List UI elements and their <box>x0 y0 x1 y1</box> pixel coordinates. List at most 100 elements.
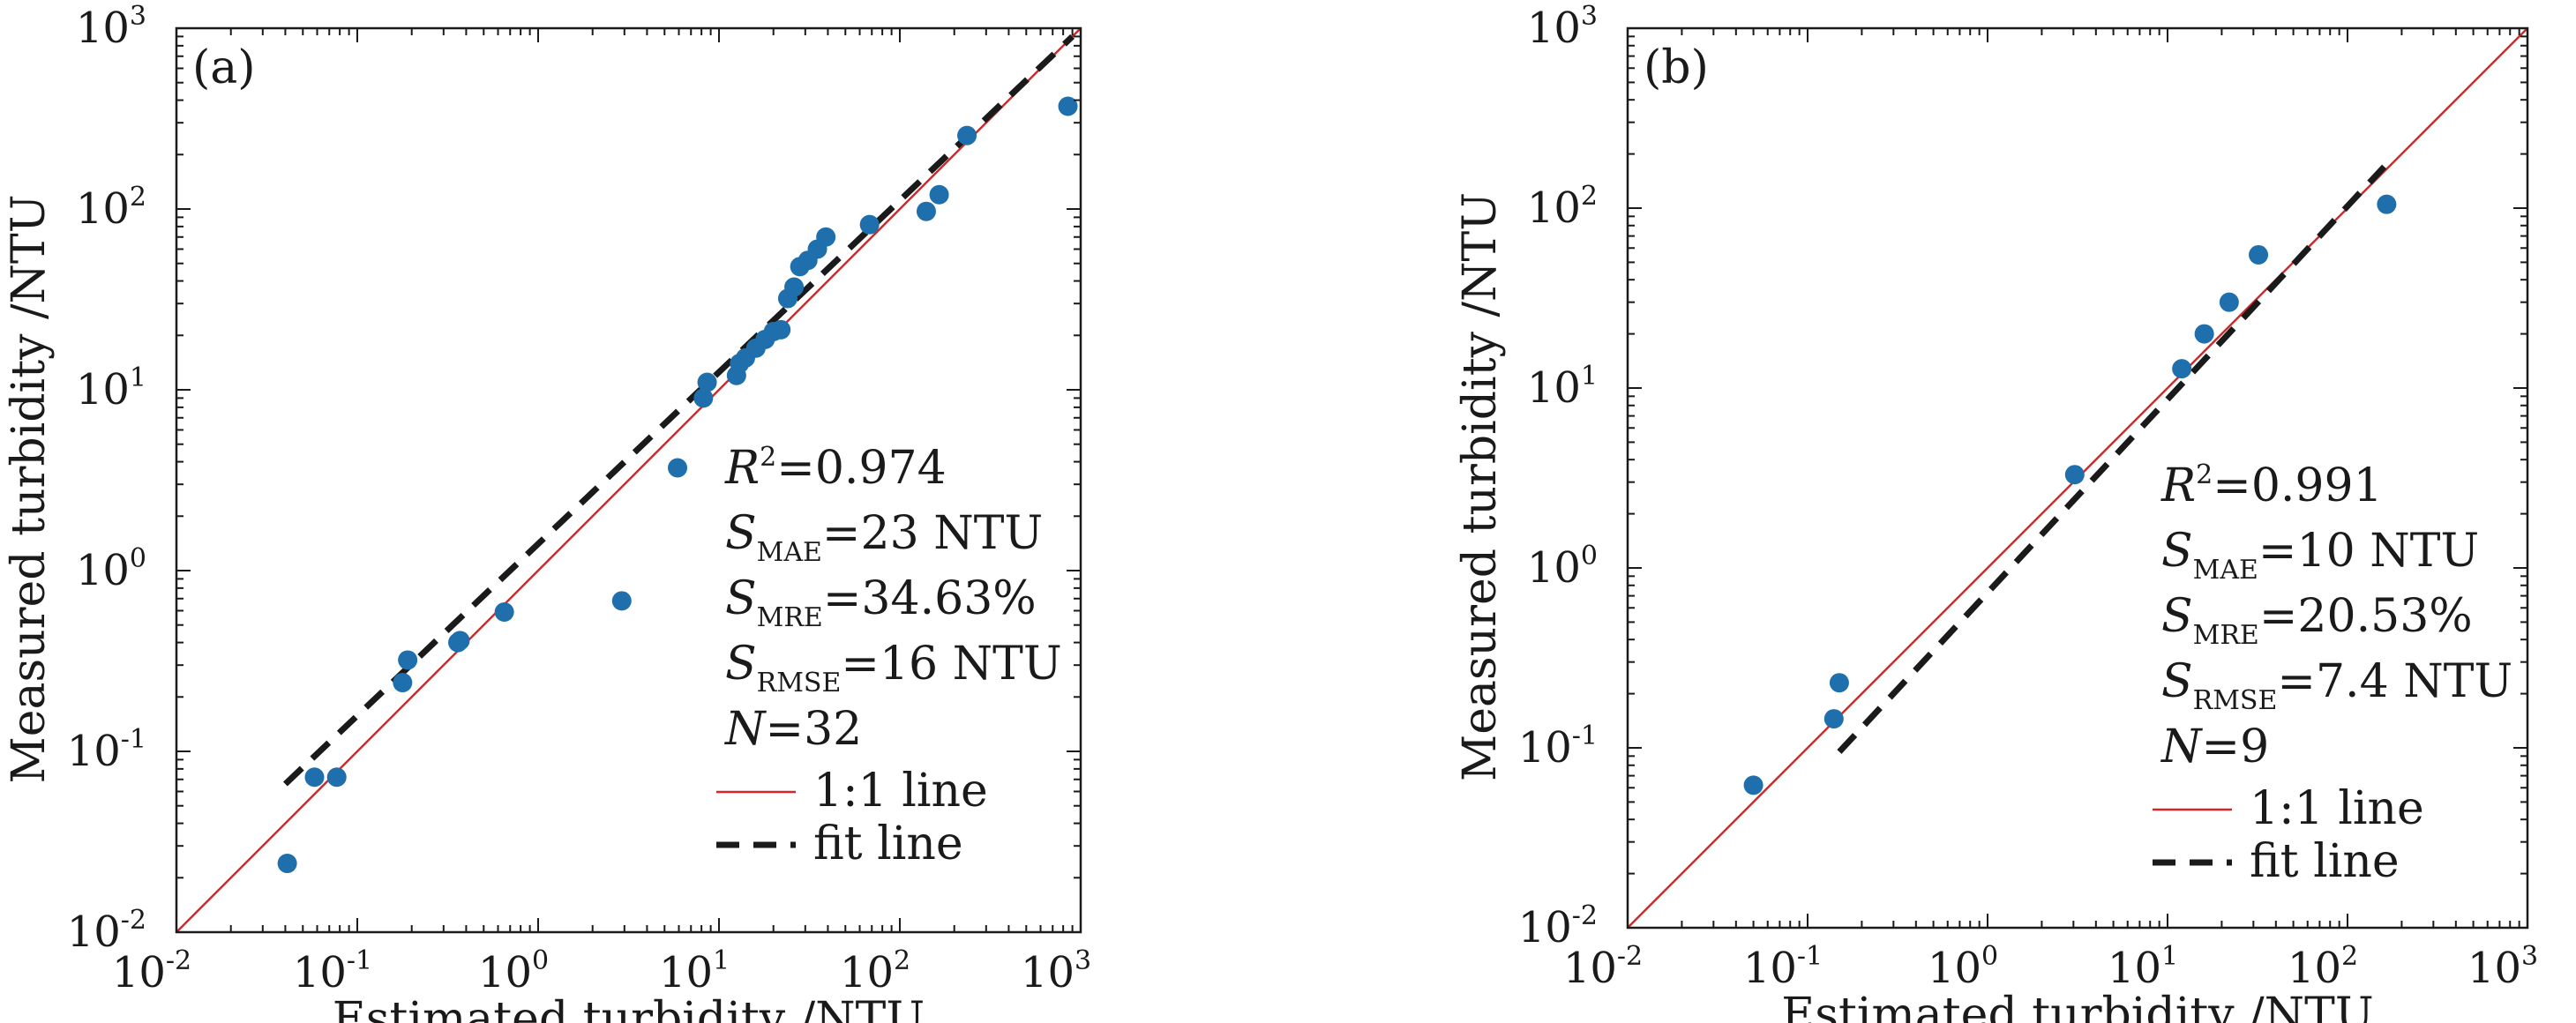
panel-b-legend-one-to-one-label: 1:1 line <box>2250 782 2424 835</box>
panel-a-data-point-8 <box>494 601 514 622</box>
panel-a-stat-value: =16 NTU <box>841 638 1061 691</box>
panel-a-y-tick-label: 101 <box>76 362 146 414</box>
panel-b-x-tick-base: 10 <box>2467 944 2521 993</box>
panel-a-stat-subscript: MRE <box>757 602 823 633</box>
panel-a-stat-n: N=32 <box>723 703 862 756</box>
panel-b-x-tick-label: 100 <box>1928 941 1998 993</box>
panel-a-stat-mre: SMRE=34.63% <box>725 572 1037 633</box>
panel-a-stat-symbol: S <box>725 638 757 691</box>
panel-b-data-point-4 <box>2064 465 2085 485</box>
panel-a-stat-value: =23 NTU <box>822 507 1043 560</box>
panel-b-stat-symbol: S <box>2161 525 2193 578</box>
panel-a-x-axis-title: Estimated turbidity /NTU <box>333 993 925 1023</box>
panel-b-x-tick-exponent: -1 <box>1797 941 1823 972</box>
panel-b-y-tick-exponent: 0 <box>1581 541 1598 571</box>
panel-a-x-tick-exponent: -2 <box>166 945 191 976</box>
panel-a-y-axis-title: Measured turbidity /NTU <box>3 194 56 783</box>
panel-a-data-point-28 <box>929 184 949 205</box>
panel-b-fit-line <box>1837 164 2387 754</box>
panel-a-stat-superscript: 2 <box>760 442 776 473</box>
panel-a-y-tick-exponent: -2 <box>121 905 146 936</box>
panel-b-x-tick-base: 10 <box>1563 944 1617 993</box>
panel-a-data-point-12 <box>697 372 717 392</box>
panel-a-legend-one-to-one-label: 1:1 line <box>813 765 988 818</box>
panel-b-y-tick-exponent: 2 <box>1581 181 1598 212</box>
panel-b-stat-value: =20.53% <box>2259 590 2473 643</box>
panel-b-x-tick-exponent: 3 <box>2521 941 2538 972</box>
panel-b-data-point-7 <box>2219 292 2239 312</box>
panel-a-y-tick-label: 10-1 <box>67 724 146 776</box>
panel-b-stat-value: =9 <box>2202 721 2270 773</box>
panel-a-data-point-10 <box>668 458 688 478</box>
panel-a-y-tick-base: 10 <box>76 365 130 414</box>
panel-a-data-point-19 <box>771 319 791 340</box>
panel-a-y-tick-label: 103 <box>76 1 146 53</box>
panel-a-fit-line <box>283 34 1075 787</box>
panel-b-y-tick-base: 10 <box>1527 4 1581 53</box>
panel-b-x-tick-label: 102 <box>2288 941 2358 993</box>
panel-b-y-tick-exponent: 3 <box>1581 1 1598 32</box>
panel-b-stat-subscript: MRE <box>2193 620 2259 651</box>
panel-a-y-tick-exponent: 2 <box>130 182 146 213</box>
panel-a-x-tick-label: 103 <box>1021 945 1091 997</box>
panel-b-x-tick-base: 10 <box>2108 944 2161 993</box>
panel-a-panel-label: (a) <box>192 41 256 94</box>
panel-a-data-point-30 <box>1058 96 1078 116</box>
panel-a-legend-fit-label: fit line <box>813 818 963 870</box>
panel-a-one-to-one-line <box>176 27 1082 933</box>
panel-a-y-tick-base: 10 <box>76 546 130 595</box>
panel-b-y-tick-label: 102 <box>1527 181 1598 233</box>
panel-a-x-tick-label: 100 <box>478 945 549 997</box>
panel-a-y-tick-exponent: 3 <box>130 1 146 32</box>
panel-a-y-tick-label: 102 <box>76 182 146 234</box>
panel-a-x-tick-exponent: 1 <box>713 945 730 976</box>
panel-b-data-point-5 <box>2172 359 2192 379</box>
panel-b-stat-superscript: 2 <box>2196 459 2213 490</box>
panel-b-x-tick-exponent: 0 <box>1981 941 1998 972</box>
panel-b-y-tick-label: 100 <box>1527 541 1598 593</box>
panel-a-stat-symbol: S <box>725 572 757 625</box>
panel-a-stat-subscript: RMSE <box>757 668 842 698</box>
panel-a-stat-value: =34.63% <box>823 572 1037 625</box>
panel-a-data-point-4 <box>393 673 413 693</box>
panel-b-y-tick-exponent: -2 <box>1572 900 1598 931</box>
panel-a-y-tick-label: 100 <box>76 543 146 595</box>
panel-b-x-tick-label: 103 <box>2467 941 2538 993</box>
panel-b-x-tick-exponent: 2 <box>2341 941 2358 972</box>
panel-a-data-point-27 <box>916 201 936 221</box>
panel-b-stat-symbol: R <box>2160 459 2196 512</box>
panel-b-y-tick-exponent: 1 <box>1581 361 1598 392</box>
panel-a-x-tick-exponent: 3 <box>1075 945 1091 976</box>
panel-b-x-tick-base: 10 <box>2288 944 2341 993</box>
panel-a-y-tick-base: 10 <box>67 727 121 776</box>
panel-b-y-tick-label: 10-1 <box>1518 721 1598 773</box>
panel-b-x-tick-base: 10 <box>1928 944 1981 993</box>
panel-b-stat-subscript: RMSE <box>2193 685 2278 716</box>
panel-a-x-tick-label: 101 <box>659 945 730 997</box>
panel-b-stat-r2: R2=0.991 <box>2160 459 2383 512</box>
panel-a-x-tick-base: 10 <box>659 948 713 997</box>
panel-a-stat-symbol: S <box>725 507 757 560</box>
panel-b-panel-label: (b) <box>1644 41 1709 94</box>
panel-b-y-tick-base: 10 <box>1527 543 1581 593</box>
panel-a-stat-symbol: R <box>724 442 760 495</box>
panel-b-y-tick-label: 103 <box>1527 1 1598 53</box>
panel-a-data-point-7 <box>450 631 470 651</box>
panel-b-y-tick-label: 101 <box>1527 361 1598 413</box>
panel-b-stat-subscript: MAE <box>2193 555 2258 586</box>
panel-a-x-tick-base: 10 <box>1021 948 1075 997</box>
panel-a-x-tick-exponent: 2 <box>894 945 910 976</box>
panel-a-y-tick-base: 10 <box>76 184 130 234</box>
panel-a-data-point-3 <box>326 767 347 788</box>
panel-a-stat-value: =0.974 <box>776 442 946 495</box>
panel-b-y-tick-base: 10 <box>1527 363 1581 413</box>
panel-a-data-point-26 <box>859 214 880 235</box>
panel-a-x-tick-exponent: 0 <box>532 945 549 976</box>
panel-a-y-tick-exponent: 0 <box>130 543 146 574</box>
panel-a-data-point-5 <box>398 650 418 670</box>
panel-b-plot: 10-2 10-1 100 101 102 10310-210-1100101102103… <box>1454 1 2538 1023</box>
panel-b-stat-value: =10 NTU <box>2258 525 2479 578</box>
panel-b-x-tick-exponent: -2 <box>1617 941 1643 972</box>
